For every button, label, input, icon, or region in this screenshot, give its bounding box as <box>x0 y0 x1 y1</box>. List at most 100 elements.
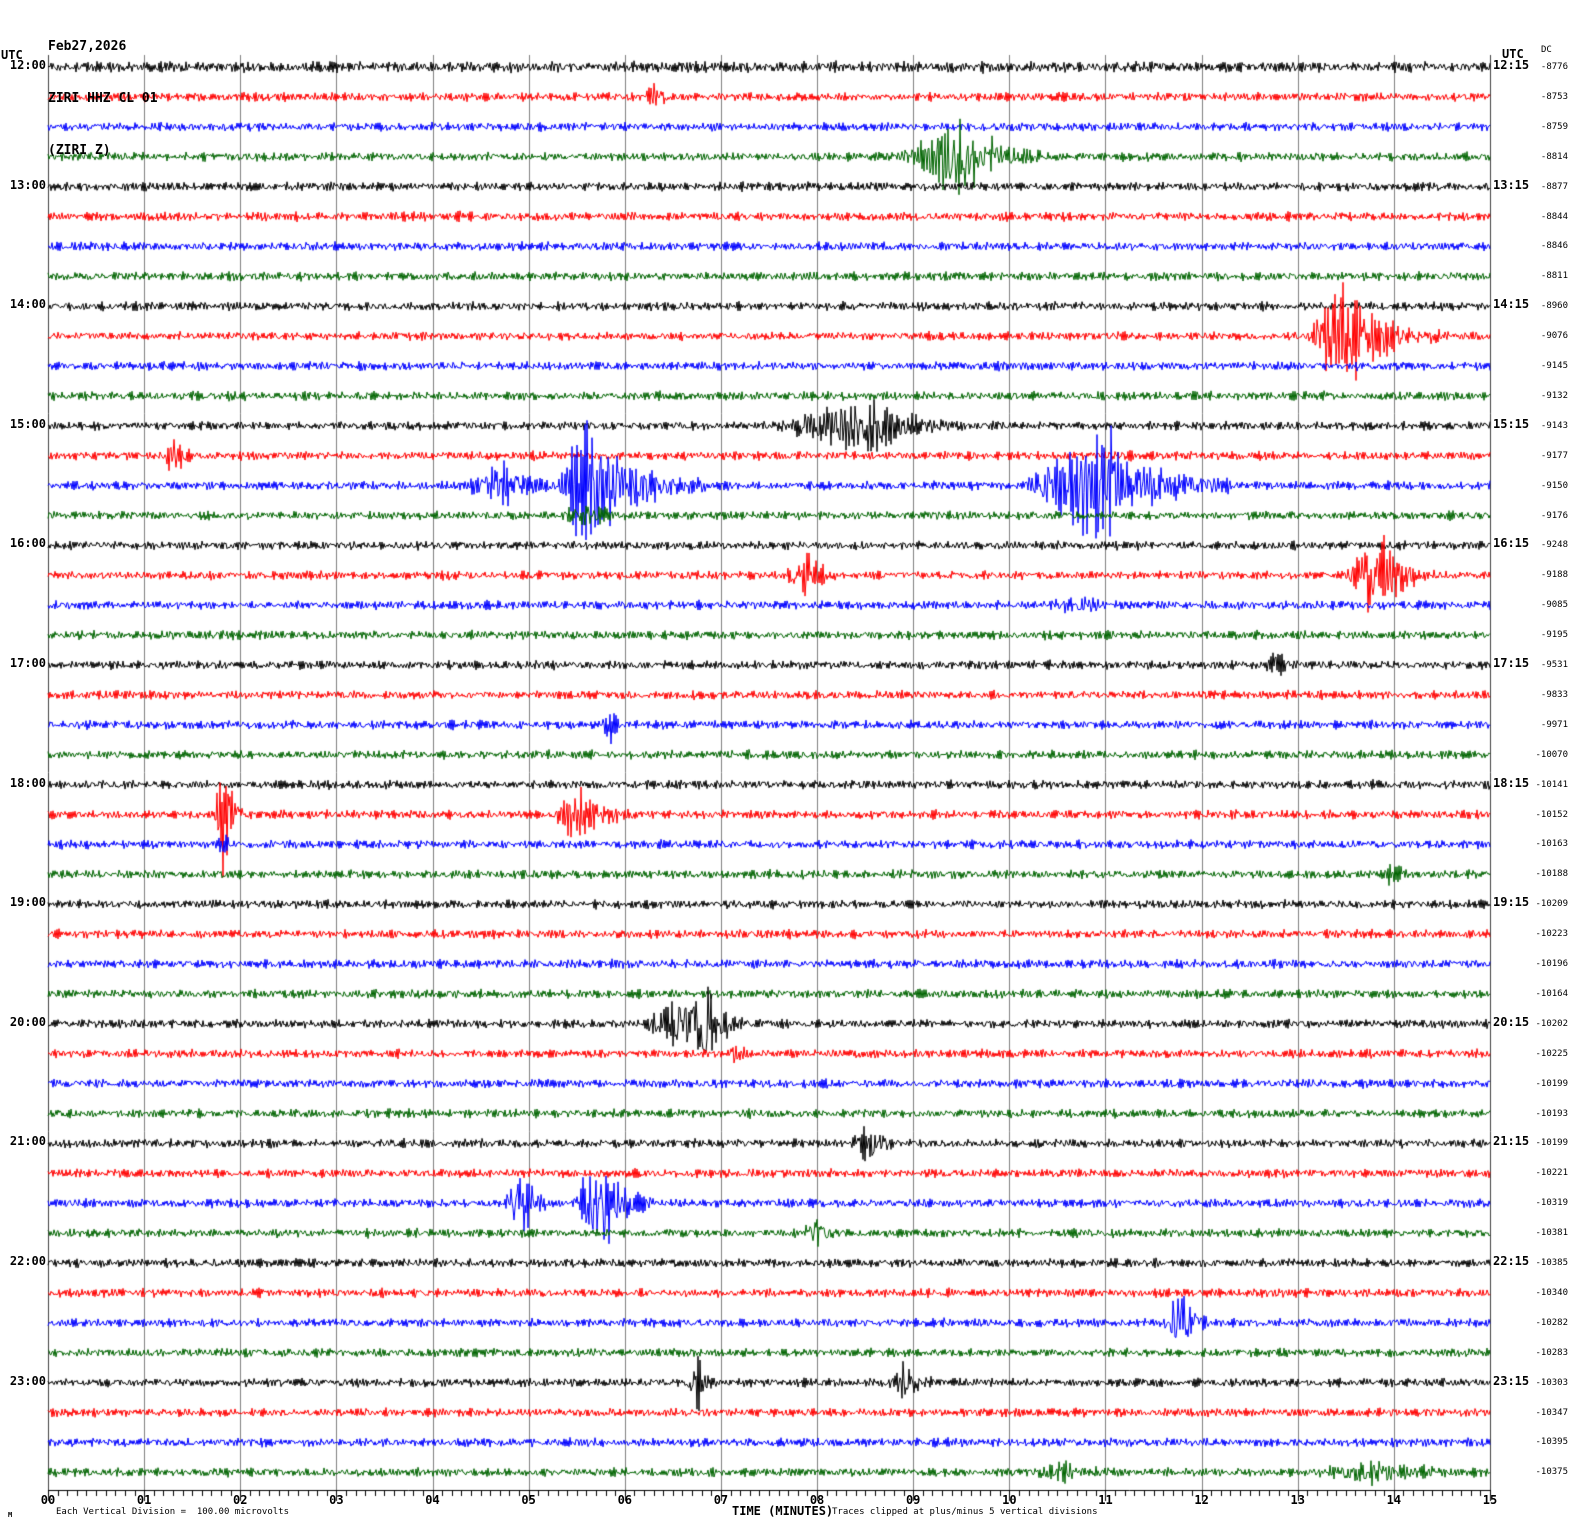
dc-value: -10202 <box>1535 1018 1568 1029</box>
dc-value: -10199 <box>1535 1138 1568 1149</box>
hour-label-left: 16:00 <box>9 536 46 551</box>
dc-value: -10347 <box>1535 1407 1568 1418</box>
dc-value: -10164 <box>1535 988 1568 999</box>
dc-value: -10223 <box>1535 929 1568 940</box>
hour-label-right: 13:15 <box>1493 177 1530 192</box>
dc-value: -8844 <box>1540 211 1568 222</box>
dc-value: -9195 <box>1540 630 1568 641</box>
header-component: (ZIRI Z) <box>48 143 111 158</box>
dc-value: -9145 <box>1540 361 1568 371</box>
clip-note: Traces clipped at plus/minus 5 vertical … <box>832 1507 1098 1517</box>
dc-value: -10319 <box>1535 1198 1568 1209</box>
plot-header: Feb27,2026 ZIRI HHZ CL 01 (ZIRI Z) <box>48 2 158 196</box>
dc-value: -10209 <box>1535 899 1568 910</box>
dc-value: -9248 <box>1540 540 1568 551</box>
dc-value: -10188 <box>1535 869 1568 880</box>
x-tick-label: 07 <box>713 1493 729 1507</box>
dc-value: -9188 <box>1540 570 1568 581</box>
x-tick-label: 04 <box>425 1493 440 1507</box>
x-tick-label: 09 <box>905 1493 921 1507</box>
header-date: Feb27,2026 <box>48 39 127 54</box>
dc-value: -8960 <box>1540 301 1568 312</box>
x-axis-title: TIME (MINUTES) <box>732 1504 834 1518</box>
x-tick-label: 13 <box>1290 1493 1305 1507</box>
x-tick-label: 03 <box>329 1493 344 1507</box>
utc-label-right: UTC <box>1502 47 1524 61</box>
hour-label-left: 19:00 <box>9 895 46 910</box>
hour-label-left: 12:00 <box>9 58 46 72</box>
dc-value: -9833 <box>1540 689 1568 700</box>
hour-label-right: 19:15 <box>1493 895 1530 910</box>
header-station: ZIRI HHZ CL 01 <box>48 91 158 106</box>
dc-value: -10381 <box>1535 1228 1568 1239</box>
hour-label-right: 17:15 <box>1493 656 1530 670</box>
dc-value: -9971 <box>1540 719 1568 730</box>
hour-label-left: 18:00 <box>9 775 46 790</box>
dc-value: -8811 <box>1540 271 1568 282</box>
hour-label-left: 21:00 <box>9 1134 46 1149</box>
dc-value: -9085 <box>1540 600 1568 611</box>
x-tick-label: 06 <box>617 1493 633 1507</box>
hour-label-right: 23:15 <box>1493 1373 1530 1388</box>
hour-label-left: 23:00 <box>9 1373 46 1388</box>
hour-label-right: 18:15 <box>1493 775 1530 790</box>
dc-value: -10070 <box>1535 749 1568 760</box>
utc-label-left: UTC <box>1 48 23 62</box>
dc-column-header: DC <box>1541 45 1552 55</box>
dc-value: -10385 <box>1535 1258 1568 1268</box>
x-tick-label: 02 <box>233 1493 248 1507</box>
hour-label-left: 17:00 <box>9 656 46 670</box>
dc-value: -9132 <box>1540 390 1568 401</box>
x-tick-label: 01 <box>136 1493 152 1507</box>
hour-label-left: 14:00 <box>9 297 46 312</box>
x-tick-label: 08 <box>809 1493 825 1507</box>
dc-value: -8759 <box>1540 121 1568 132</box>
dc-value: -10163 <box>1535 839 1568 850</box>
dc-value: -10340 <box>1535 1287 1568 1298</box>
hour-label-right: 12:15 <box>1493 58 1530 72</box>
dc-value: -10283 <box>1535 1347 1568 1358</box>
dc-value: -10152 <box>1535 809 1568 820</box>
x-tick-label: 10 <box>1002 1493 1017 1507</box>
dc-value: -10225 <box>1535 1048 1568 1059</box>
dc-value: -8776 <box>1540 62 1568 72</box>
hour-label-left: 22:00 <box>9 1254 46 1268</box>
hour-label-right: 14:15 <box>1493 297 1530 312</box>
hour-label-right: 15:15 <box>1493 416 1530 431</box>
dc-value: -10395 <box>1535 1437 1568 1448</box>
x-tick-label: 15 <box>1482 1493 1498 1507</box>
dc-value: -10199 <box>1535 1078 1568 1089</box>
x-tick-label: 05 <box>521 1493 536 1507</box>
x-tick-label: 00 <box>40 1493 56 1507</box>
dc-value: -9531 <box>1540 660 1568 670</box>
x-tick-label: 11 <box>1098 1493 1113 1507</box>
x-tick-label: 12 <box>1194 1493 1209 1507</box>
dc-value: -10221 <box>1535 1168 1568 1179</box>
scale-glyph: M <box>8 1511 13 1519</box>
hour-label-right: 16:15 <box>1493 536 1530 551</box>
x-tick-label: 14 <box>1386 1493 1402 1507</box>
dc-value: -8753 <box>1540 91 1568 102</box>
dc-value: -9143 <box>1540 420 1568 431</box>
hour-label-right: 22:15 <box>1493 1254 1530 1268</box>
dc-value: -8814 <box>1540 151 1568 162</box>
hour-label-right: 20:15 <box>1493 1014 1530 1029</box>
dc-value: -10375 <box>1535 1467 1568 1478</box>
hour-label-left: 15:00 <box>9 416 46 431</box>
dc-value: -10196 <box>1535 959 1568 969</box>
dc-value: -10193 <box>1535 1108 1568 1119</box>
vertical-division-note: Each Vertical Division = 100.00 microvol… <box>56 1507 289 1517</box>
hour-label-left: 20:00 <box>9 1014 46 1029</box>
dc-value: -10303 <box>1535 1377 1568 1388</box>
dc-value: -9076 <box>1540 331 1568 342</box>
dc-value: -8846 <box>1540 241 1568 252</box>
hour-label-left: 13:00 <box>9 177 46 192</box>
dc-value: -9150 <box>1540 480 1568 491</box>
dc-value: -10141 <box>1535 779 1568 790</box>
dc-value: -8877 <box>1540 181 1568 192</box>
dc-value: -9177 <box>1540 450 1568 461</box>
dc-value: -10282 <box>1535 1317 1568 1328</box>
dc-value: -9176 <box>1540 510 1568 521</box>
